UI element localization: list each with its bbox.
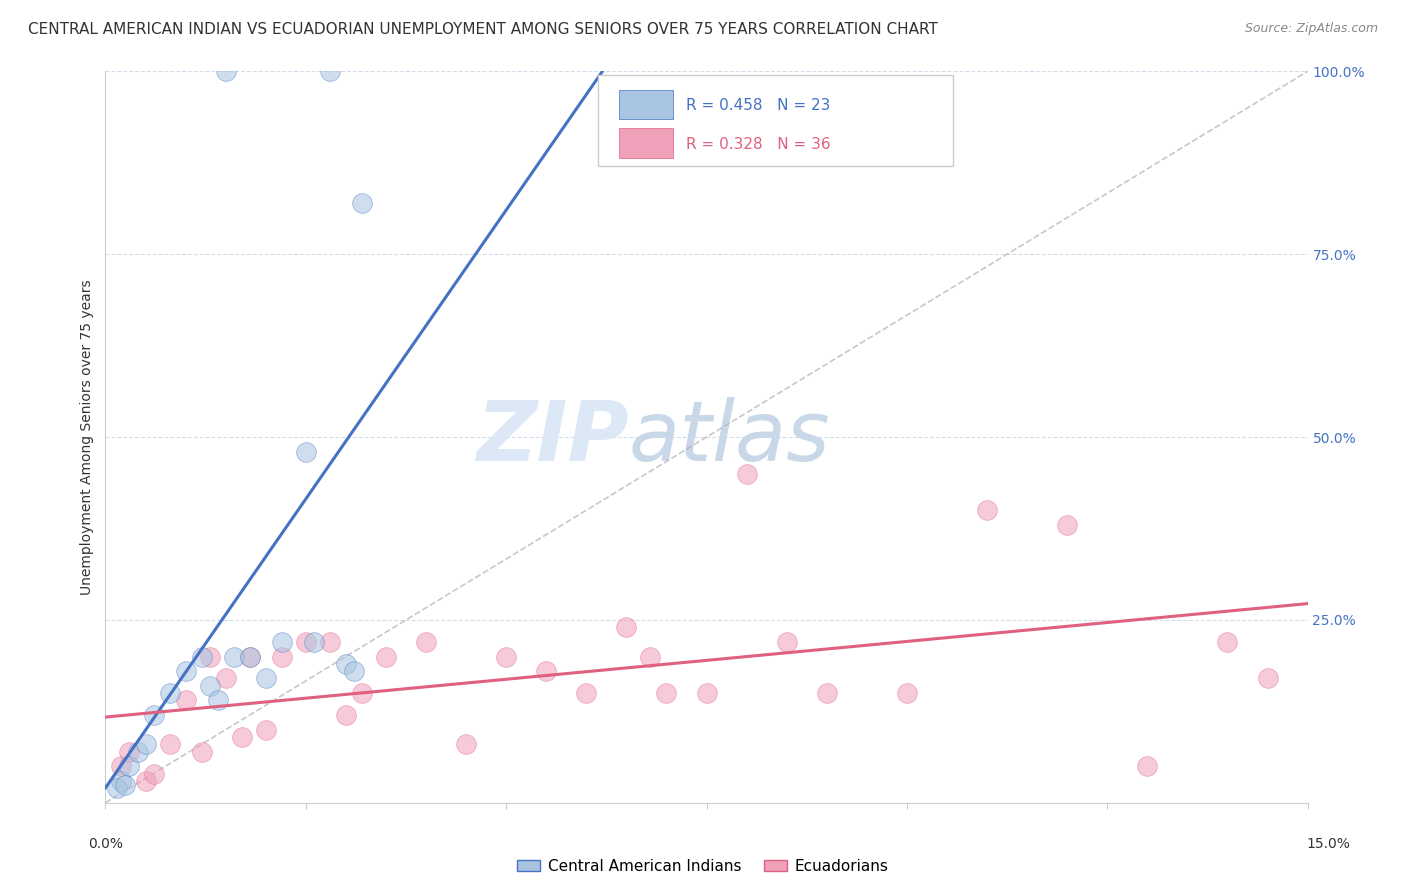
Point: [270, 649, 292, 664]
Point: [415, 635, 437, 649]
Point: [655, 686, 678, 700]
Point: [696, 686, 718, 700]
Text: Source: ZipAtlas.com: Source: ZipAtlas.com: [1244, 22, 1378, 36]
Point: [295, 635, 318, 649]
FancyBboxPatch shape: [599, 75, 953, 167]
Bar: [619, 90, 673, 119]
Point: [896, 686, 918, 700]
Point: [198, 679, 221, 693]
Point: [575, 686, 598, 700]
Bar: [619, 128, 673, 158]
Point: [207, 693, 229, 707]
Point: [135, 737, 157, 751]
Text: atlas: atlas: [628, 397, 830, 477]
Point: [295, 444, 318, 458]
Text: 15.0%: 15.0%: [1306, 837, 1351, 851]
Point: [222, 649, 245, 664]
Point: [174, 693, 197, 707]
Point: [976, 503, 998, 517]
Point: [350, 686, 373, 700]
Point: [1216, 635, 1239, 649]
Point: [536, 664, 558, 678]
Point: [343, 664, 366, 678]
Point: [302, 635, 325, 649]
Legend: Central American Indians, Ecuadorians: Central American Indians, Ecuadorians: [512, 853, 894, 880]
Point: [1056, 517, 1078, 532]
Point: [159, 737, 181, 751]
Point: [335, 708, 357, 723]
Point: [127, 745, 149, 759]
Point: [118, 745, 141, 759]
Point: [270, 635, 292, 649]
Point: [776, 635, 799, 649]
Point: [640, 649, 662, 664]
Text: CENTRAL AMERICAN INDIAN VS ECUADORIAN UNEMPLOYMENT AMONG SENIORS OVER 75 YEARS C: CENTRAL AMERICAN INDIAN VS ECUADORIAN UN…: [28, 22, 938, 37]
Point: [254, 672, 277, 686]
Point: [118, 759, 141, 773]
Point: [735, 467, 758, 481]
Point: [1257, 672, 1279, 686]
Point: [319, 64, 342, 78]
Point: [374, 649, 398, 664]
Point: [239, 649, 262, 664]
Point: [456, 737, 478, 751]
Point: [142, 766, 165, 780]
Text: ZIP: ZIP: [475, 397, 628, 477]
Point: [190, 745, 212, 759]
Point: [110, 773, 132, 788]
Point: [335, 657, 357, 671]
Point: [198, 649, 221, 664]
Point: [190, 649, 212, 664]
Point: [616, 620, 638, 634]
Point: [1136, 759, 1159, 773]
Point: [239, 649, 262, 664]
Point: [107, 781, 129, 796]
Point: [815, 686, 838, 700]
Point: [214, 64, 236, 78]
Point: [231, 730, 253, 744]
Point: [350, 196, 373, 211]
Text: 0.0%: 0.0%: [89, 837, 122, 851]
Text: R = 0.458   N = 23: R = 0.458 N = 23: [686, 98, 831, 113]
Point: [110, 759, 132, 773]
Point: [114, 778, 136, 792]
Text: R = 0.328   N = 36: R = 0.328 N = 36: [686, 137, 831, 152]
Point: [254, 723, 277, 737]
Y-axis label: Unemployment Among Seniors over 75 years: Unemployment Among Seniors over 75 years: [80, 279, 94, 595]
Point: [159, 686, 181, 700]
Point: [495, 649, 517, 664]
Point: [174, 664, 197, 678]
Point: [142, 708, 165, 723]
Point: [135, 773, 157, 788]
Point: [214, 672, 236, 686]
Point: [319, 635, 342, 649]
